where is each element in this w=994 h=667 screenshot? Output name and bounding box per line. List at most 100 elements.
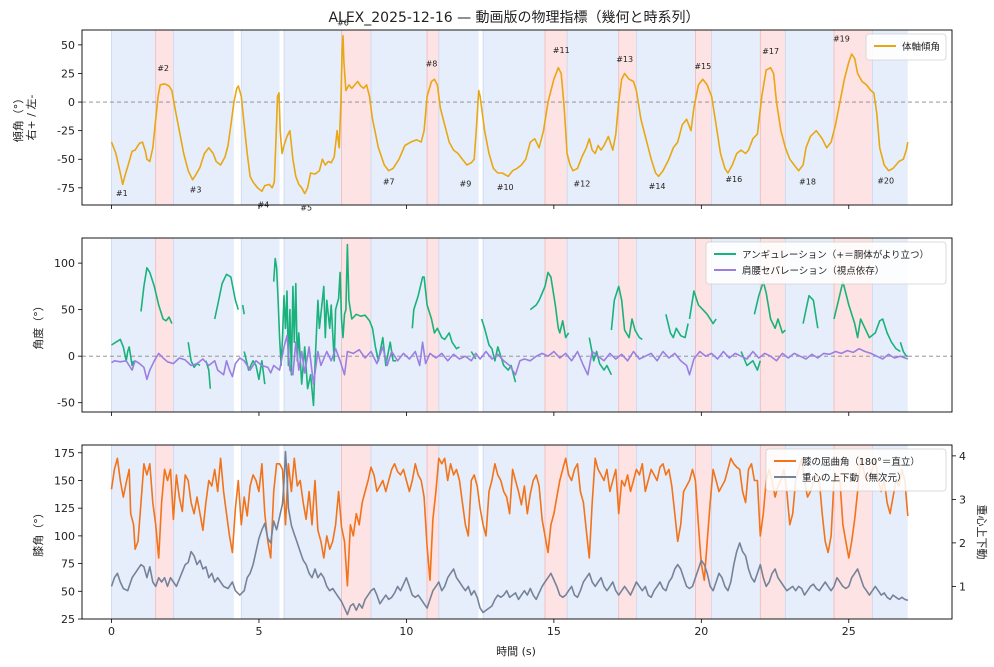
y-tick-label: 0 [68,350,75,363]
turn-band-blue [483,445,546,619]
series-line-mid-0 [610,285,643,341]
turn-band-blue [785,30,835,205]
turn-band-red [618,238,637,412]
peak-label: #13 [616,55,633,64]
peak-label: #7 [383,177,395,186]
series-line-mid-0 [753,280,786,334]
turn-band-red [341,445,372,619]
peak-label: #19 [833,34,850,43]
peak-label: #15 [694,62,711,71]
turn-band-blue [284,30,342,205]
y-axis-label-line: 右+ / 左- [24,95,38,141]
turn-band-blue [371,445,428,619]
turn-band-red [545,30,568,205]
axes-frame [81,444,953,620]
legend-top: 体軸傾角 [865,33,947,61]
y-tick-label: 75 [61,558,75,571]
series-line-mid-0 [187,342,201,369]
turn-band-blue [173,445,234,619]
y-axis-label-line: 角度（°） [31,300,45,350]
turn-band-red [427,30,439,205]
turn-band-red [834,30,873,205]
turn-band-red [155,445,174,619]
peak-label: #10 [497,183,514,192]
series-line-mid-0 [241,304,245,315]
x-tick-label: 5 [255,625,262,638]
series-line-mid-0 [688,290,717,325]
series-line-bot-1 [110,450,909,616]
y-tick-label: -50 [57,153,75,166]
x-tick-label: 0 [108,625,115,638]
peak-label: #14 [649,182,666,191]
y-tick-label: -50 [57,397,75,410]
y-tick-label: 25 [61,67,75,80]
y-axis-label: 傾角（°） 右+ / 左- [11,93,38,143]
turn-band-blue [241,238,280,412]
series-line-mid-0 [740,351,762,371]
turn-band-red [618,445,637,619]
y-axis-label-line: 傾角（°） [11,93,25,143]
y-axis-label: 膝角（°） [32,507,45,557]
y2-tick-label: 1 [959,580,966,593]
turn-band-red [545,238,568,412]
x-tick-label: 15 [547,625,561,638]
peak-label: #9 [459,180,471,189]
turn-band-blue [483,30,546,205]
turn-band-blue [636,238,696,412]
turn-band-blue [111,238,156,412]
series-line-mid-0 [833,280,901,353]
peak-label: #17 [762,47,779,56]
panel-bot: 25 50 75 100 125 150 175 1 2 3 4 重心上下動 0 5 10 15 20 25 膝角（… [32,444,989,638]
x-tick-label: 10 [399,625,413,638]
y-tick-label: 125 [54,502,75,515]
series-line-mid-0 [470,351,477,360]
turn-band-blue [111,30,156,205]
peak-label: #3 [190,185,202,194]
y-tick-label: -25 [57,125,75,138]
series-line-mid-0 [588,337,613,376]
y2-tick-label: 3 [959,493,966,506]
legend-label: 膝の屈曲角（180°＝直立） [802,456,920,468]
turn-band-blue [711,445,761,619]
y-tick-label: 150 [54,474,75,487]
turn-band-blue [483,238,546,412]
series-line-mid-0 [243,351,266,385]
y-axis-label-line: 膝角（°） [32,507,45,557]
turn-band-blue [438,30,479,205]
y-tick-label: 50 [61,304,75,317]
turn-band-blue [567,30,619,205]
series-line-bot-0 [110,457,909,587]
peak-label: #5 [300,204,312,213]
turn-band-blue [173,30,234,205]
turn-band-blue [636,30,696,205]
axes-frame [81,237,953,413]
y-tick-label: 100 [54,257,75,270]
turn-band-red [155,238,174,412]
y-tick-label: 50 [61,39,75,52]
turn-band-red [618,30,637,205]
turn-band-red [155,30,174,205]
peak-label: #18 [799,177,816,186]
panel-mid: -50 0 50 100 角度（°） アンギュレーション（+＝胴体がより立つ） 肩腰セパレー… [31,237,953,416]
y-tick-label: -75 [57,182,75,195]
series-line-mid-0 [272,243,397,407]
series-line-mid-1 [111,334,909,385]
turn-band-blue [636,445,696,619]
y-tick-label: 50 [61,585,75,598]
series-line-mid-0 [480,318,517,383]
turn-band-blue [241,30,280,205]
peak-label: #8 [426,60,438,69]
series-line-mid-0 [665,314,689,339]
peak-label: #20 [877,176,894,185]
y-tick-label: 25 [61,613,75,626]
x-tick-label: 20 [694,625,708,638]
turn-band-blue [567,445,619,619]
series-line-top-0 [110,34,909,195]
series-line-mid-0 [140,267,173,324]
turn-band-red [341,30,372,205]
axes-frame [81,29,953,206]
chart-title: ALEX_2025-12-16 — 動画版の物理指標（幾何と時系列） [328,10,699,26]
turn-band-blue [173,238,234,412]
